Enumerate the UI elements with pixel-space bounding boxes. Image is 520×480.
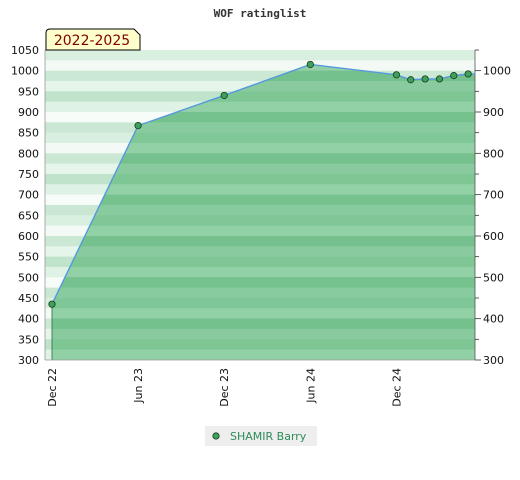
y-left-tick-label: 950 <box>18 85 39 98</box>
badge-label: 2022-2025 <box>54 33 130 49</box>
legend[interactable]: SHAMIR Barry <box>205 426 317 446</box>
chart-title: WOF ratinglist <box>214 7 307 20</box>
data-point[interactable] <box>48 300 56 308</box>
y-right-tick-label: 300 <box>483 354 504 367</box>
data-point[interactable] <box>306 60 314 69</box>
y-left-tick-label: 600 <box>18 230 39 243</box>
data-point[interactable] <box>464 70 472 78</box>
x-tick-label: Dec 23 <box>218 368 231 407</box>
y-right-tick-label: 800 <box>483 147 504 160</box>
y-left-tick-label: 1000 <box>11 65 39 78</box>
y-axis-left: 300 350 400 450 500 550 600 650 700 750 800 850 900 9… <box>11 44 46 367</box>
y-left-tick-label: 450 <box>18 292 39 305</box>
y-left-tick-label: 400 <box>18 313 39 326</box>
y-left-tick-label: 750 <box>18 168 39 181</box>
y-left-tick-label: 500 <box>18 271 39 284</box>
x-tick-label: Jun 23 <box>132 368 145 404</box>
data-point[interactable] <box>220 91 228 100</box>
x-axis: Dec 22 Jun 23 Dec 23 Jun 24 Dec 24 <box>45 359 475 407</box>
data-point[interactable] <box>134 122 142 130</box>
x-tick-label: Jun 24 <box>304 368 317 404</box>
data-point[interactable] <box>407 76 415 84</box>
legend-marker <box>212 432 220 440</box>
year-range-badge: 2022-2025 <box>45 28 141 51</box>
y-left-tick-label: 850 <box>18 127 39 140</box>
y-right-tick-label: 600 <box>483 230 504 243</box>
y-left-tick-label: 1050 <box>11 44 39 57</box>
y-right-tick-label: 500 <box>483 271 504 284</box>
y-left-tick-label: 700 <box>18 189 39 202</box>
y-left-tick-label: 350 <box>18 333 39 346</box>
y-left-tick-label: 800 <box>18 147 39 160</box>
y-right-tick-label: 1000 <box>483 65 511 78</box>
y-right-tick-label: 400 <box>483 313 504 326</box>
y-axis-right: 300 400 500 600 700 800 900 1000 <box>474 49 511 367</box>
y-left-tick-label: 550 <box>18 251 39 264</box>
data-point[interactable] <box>421 75 429 83</box>
data-point[interactable] <box>450 72 458 80</box>
y-left-tick-label: 650 <box>18 209 39 222</box>
x-tick-label: Dec 22 <box>46 368 59 407</box>
x-tick-label: Dec 24 <box>390 368 403 407</box>
y-left-tick-label: 300 <box>18 354 39 367</box>
y-right-tick-label: 700 <box>483 189 504 202</box>
y-left-tick-label: 900 <box>18 106 39 119</box>
legend-series-label: SHAMIR Barry <box>230 430 307 443</box>
series-points <box>48 60 472 308</box>
data-point[interactable] <box>435 75 444 83</box>
y-right-tick-label: 900 <box>483 106 504 119</box>
data-point[interactable] <box>392 71 400 79</box>
